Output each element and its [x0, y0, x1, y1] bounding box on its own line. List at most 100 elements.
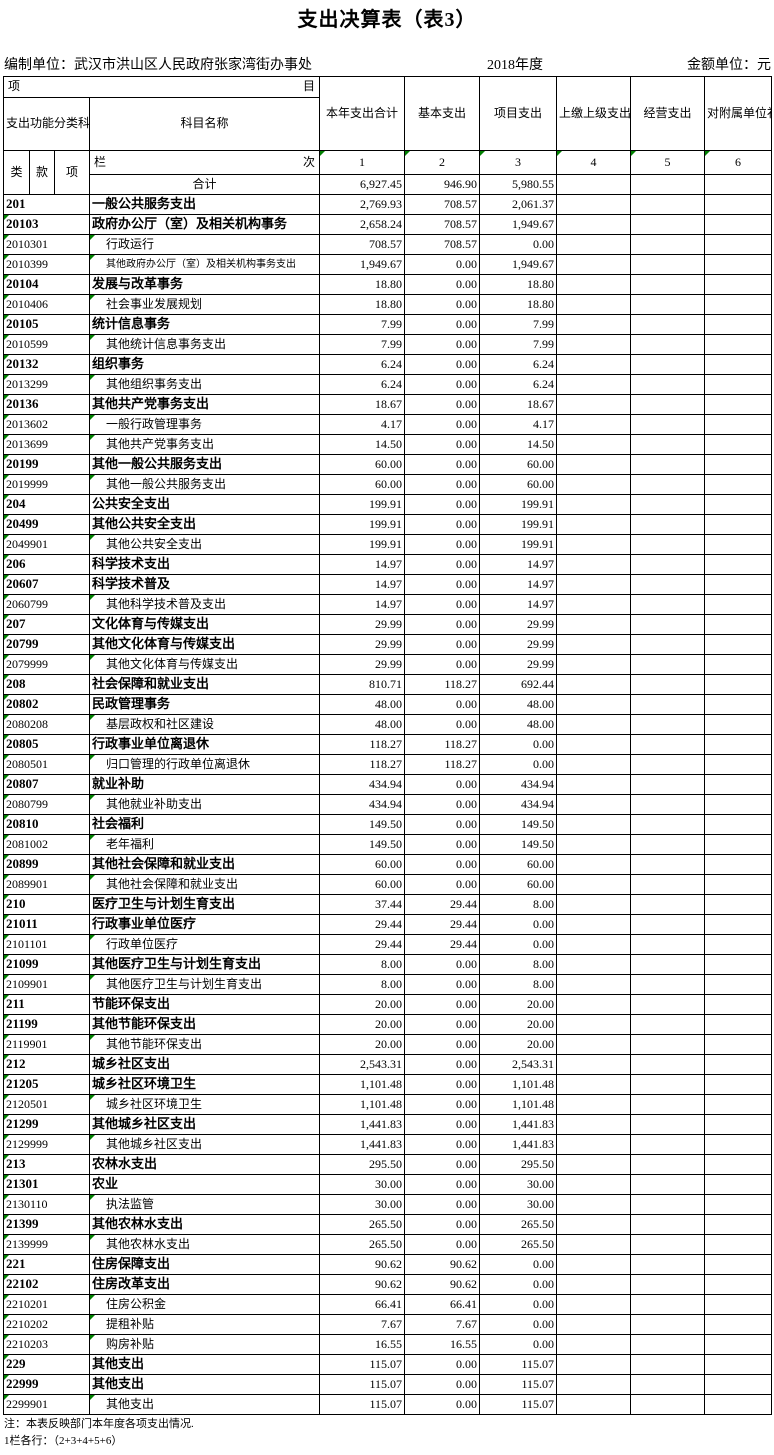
- name-column-header[interactable]: 科目名称: [88, 97, 321, 151]
- value-cell-operating[interactable]: [630, 1154, 706, 1175]
- subject-name-cell[interactable]: 节能环保支出: [88, 994, 321, 1015]
- value-cell-basic[interactable]: 0.00: [404, 954, 481, 975]
- subject-code-cell[interactable]: 20199: [3, 454, 90, 475]
- value-cell-operating[interactable]: [630, 694, 706, 715]
- value-cell-total[interactable]: 118.27: [319, 734, 406, 755]
- subject-code-cell[interactable]: 2013299: [3, 374, 90, 395]
- value-cell-project[interactable]: 60.00: [479, 854, 558, 875]
- value-cell-upper[interactable]: [556, 914, 632, 935]
- value-cell-upper[interactable]: [556, 934, 632, 955]
- value-cell-operating[interactable]: [630, 814, 706, 835]
- value-cell-subsidy[interactable]: [704, 534, 773, 555]
- value-cell-subsidy[interactable]: [704, 814, 773, 835]
- value-cell-operating[interactable]: [630, 354, 706, 375]
- column-header-upper[interactable]: 上缴上级支出: [556, 76, 632, 151]
- value-cell-subsidy[interactable]: [704, 474, 773, 495]
- value-cell-basic[interactable]: 0.00: [404, 774, 481, 795]
- subject-name-cell[interactable]: 其他农林水支出: [88, 1234, 321, 1255]
- subject-name-cell[interactable]: 其他政府办公厅（室）及相关机构事务支出: [88, 254, 321, 275]
- value-cell-total[interactable]: 7.99: [319, 314, 406, 335]
- subject-code-cell[interactable]: 201: [3, 194, 90, 215]
- value-cell-operating[interactable]: [630, 954, 706, 975]
- value-cell-upper[interactable]: [556, 634, 632, 655]
- value-cell-basic[interactable]: 0.00: [404, 314, 481, 335]
- subject-name-cell[interactable]: 其他一般公共服务支出: [88, 454, 321, 475]
- value-cell-operating[interactable]: [630, 874, 706, 895]
- subject-code-cell[interactable]: 2129999: [3, 1134, 90, 1155]
- value-cell-total[interactable]: 90.62: [319, 1274, 406, 1295]
- value-cell-basic[interactable]: 66.41: [404, 1294, 481, 1315]
- value-cell-project[interactable]: 30.00: [479, 1194, 558, 1215]
- value-cell-operating[interactable]: [630, 1074, 706, 1095]
- value-cell-subsidy[interactable]: [704, 194, 773, 215]
- code-column-header[interactable]: 支出功能分类科目编码: [3, 97, 90, 151]
- value-cell-upper[interactable]: [556, 1194, 632, 1215]
- value-cell-operating[interactable]: [630, 334, 706, 355]
- value-cell-upper[interactable]: [556, 614, 632, 635]
- value-cell-subsidy[interactable]: [704, 994, 773, 1015]
- column-number-1[interactable]: 1: [319, 150, 406, 175]
- subject-code-cell[interactable]: 2049901: [3, 534, 90, 555]
- value-cell-upper[interactable]: [556, 674, 632, 695]
- subject-name-cell[interactable]: 其他节能环保支出: [88, 1034, 321, 1055]
- subject-code-cell[interactable]: 2080501: [3, 754, 90, 775]
- value-cell-project[interactable]: 265.50: [479, 1214, 558, 1235]
- value-cell-project[interactable]: 14.97: [479, 594, 558, 615]
- lan-ci-cell[interactable]: 栏 次: [88, 150, 321, 175]
- value-cell-subsidy[interactable]: [704, 1314, 773, 1335]
- value-cell-project[interactable]: 692.44: [479, 674, 558, 695]
- subject-code-cell[interactable]: 2210201: [3, 1294, 90, 1315]
- value-cell-upper[interactable]: [556, 394, 632, 415]
- value-cell-project[interactable]: 0.00: [479, 754, 558, 775]
- subject-code-cell[interactable]: 2010301: [3, 234, 90, 255]
- value-cell-basic[interactable]: 118.27: [404, 754, 481, 775]
- value-cell-operating[interactable]: [630, 254, 706, 275]
- column-header-operating[interactable]: 经营支出: [630, 76, 706, 151]
- value-cell-operating[interactable]: [630, 754, 706, 775]
- subject-name-cell[interactable]: 其他支出: [88, 1394, 321, 1415]
- column-header-subsidy[interactable]: 对附属单位补助支出: [704, 76, 773, 151]
- value-cell-operating[interactable]: [630, 414, 706, 435]
- value-cell-basic[interactable]: 0.00: [404, 834, 481, 855]
- value-cell-total[interactable]: 29.44: [319, 914, 406, 935]
- subject-code-cell[interactable]: 21099: [3, 954, 90, 975]
- value-cell-upper[interactable]: [556, 514, 632, 535]
- subject-code-cell[interactable]: 221: [3, 1254, 90, 1275]
- value-cell-subsidy[interactable]: [704, 254, 773, 275]
- subject-code-cell[interactable]: 20499: [3, 514, 90, 535]
- value-cell-operating[interactable]: [630, 834, 706, 855]
- subject-name-cell[interactable]: 城乡社区环境卫生: [88, 1074, 321, 1095]
- subject-code-cell[interactable]: 22999: [3, 1374, 90, 1395]
- value-cell-basic[interactable]: 0.00: [404, 574, 481, 595]
- value-cell-total[interactable]: 118.27: [319, 754, 406, 775]
- value-cell-operating[interactable]: [630, 194, 706, 215]
- value-cell-upper[interactable]: [556, 574, 632, 595]
- value-cell-total[interactable]: 37.44: [319, 894, 406, 915]
- value-cell-subsidy[interactable]: [704, 1174, 773, 1195]
- value-cell-upper[interactable]: [556, 874, 632, 895]
- subject-name-cell[interactable]: 其他共产党事务支出: [88, 394, 321, 415]
- value-cell-operating[interactable]: [630, 1254, 706, 1275]
- value-cell-subsidy[interactable]: [704, 974, 773, 995]
- subject-name-cell[interactable]: 行政事业单位离退休: [88, 734, 321, 755]
- value-cell-total[interactable]: 295.50: [319, 1154, 406, 1175]
- subject-code-cell[interactable]: 2013699: [3, 434, 90, 455]
- value-cell-upper[interactable]: [556, 274, 632, 295]
- column-number-4[interactable]: 4: [556, 150, 632, 175]
- subject-code-cell[interactable]: 21205: [3, 1074, 90, 1095]
- value-cell-project[interactable]: 18.80: [479, 294, 558, 315]
- value-cell-project[interactable]: 149.50: [479, 834, 558, 855]
- subject-name-cell[interactable]: 一般行政管理事务: [88, 414, 321, 435]
- value-cell-project[interactable]: 265.50: [479, 1234, 558, 1255]
- value-cell-upper[interactable]: [556, 1014, 632, 1035]
- value-cell-upper[interactable]: [556, 354, 632, 375]
- subject-name-cell[interactable]: 发展与改革事务: [88, 274, 321, 295]
- value-cell-total[interactable]: 18.80: [319, 294, 406, 315]
- value-cell-upper[interactable]: [556, 1154, 632, 1175]
- value-cell-subsidy[interactable]: [704, 394, 773, 415]
- subject-name-cell[interactable]: 其他支出: [88, 1374, 321, 1395]
- value-cell-subsidy[interactable]: [704, 1294, 773, 1315]
- value-cell-operating[interactable]: [630, 514, 706, 535]
- subject-code-cell[interactable]: 21199: [3, 1014, 90, 1035]
- value-cell-upper[interactable]: [556, 1294, 632, 1315]
